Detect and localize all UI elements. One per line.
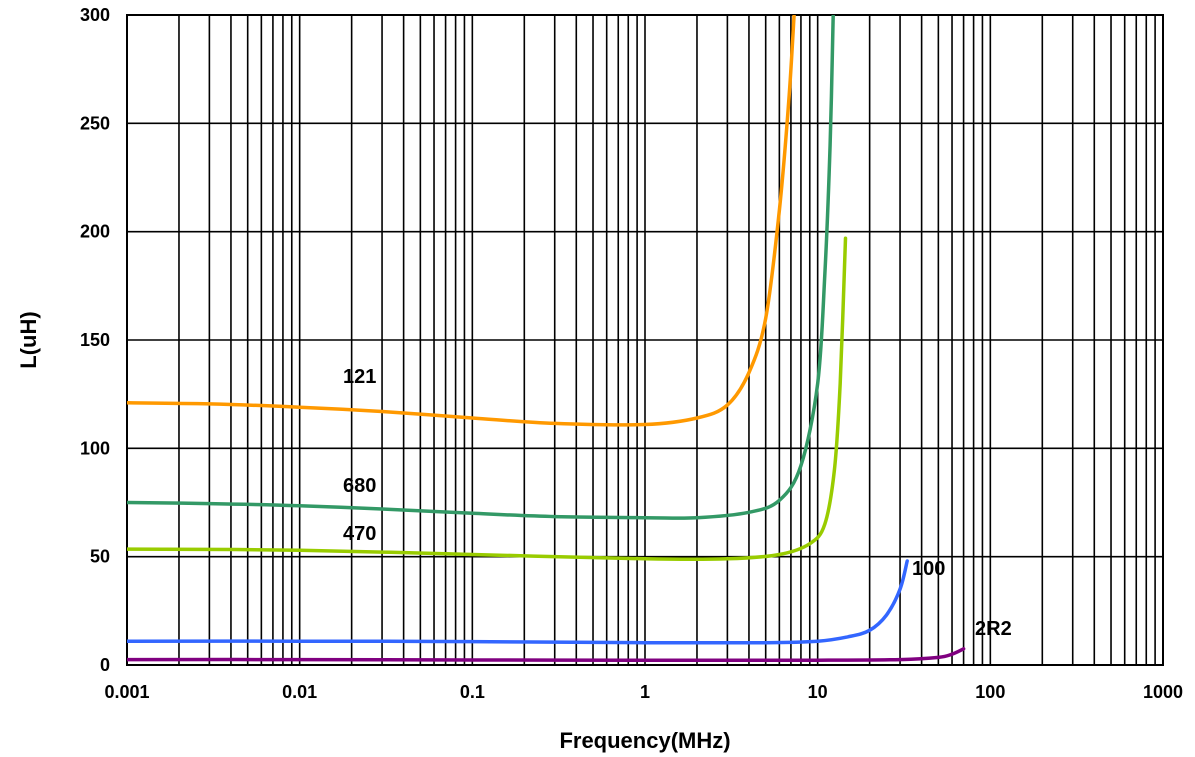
y-axis-title: L(uH) (16, 311, 41, 368)
y-tick-label: 50 (90, 547, 110, 567)
series-label-470: 470 (343, 523, 376, 545)
x-tick-label: 1000 (1143, 682, 1183, 702)
series-label-2R2: 2R2 (975, 618, 1012, 640)
y-tick-label: 150 (80, 330, 110, 350)
y-tick-label: 200 (80, 222, 110, 242)
x-tick-label: 100 (975, 682, 1005, 702)
y-tick-label: 300 (80, 5, 110, 25)
x-tick-label: 10 (808, 682, 828, 702)
series-group (127, 15, 966, 663)
series-line-680 (127, 15, 835, 520)
y-tick-label: 100 (80, 438, 110, 458)
series-line-470 (127, 236, 848, 562)
series-label-680: 680 (343, 475, 376, 497)
y-tick-label: 0 (100, 655, 110, 675)
series-label-121: 121 (343, 366, 376, 388)
x-tick-label: 0.1 (460, 682, 485, 702)
x-tick-label: 0.001 (104, 682, 149, 702)
x-axis-title: Frequency(MHz) (559, 728, 730, 753)
x-tick-label: 1 (640, 682, 650, 702)
series-line-121 (127, 15, 796, 427)
series-label-100: 100 (912, 558, 945, 580)
grid (126, 14, 1164, 666)
x-tick-label: 0.01 (282, 682, 317, 702)
plot-frame (126, 14, 1164, 666)
series-line-2R2 (127, 647, 966, 663)
y-tick-label: 250 (80, 113, 110, 133)
series-line-100 (127, 559, 909, 645)
